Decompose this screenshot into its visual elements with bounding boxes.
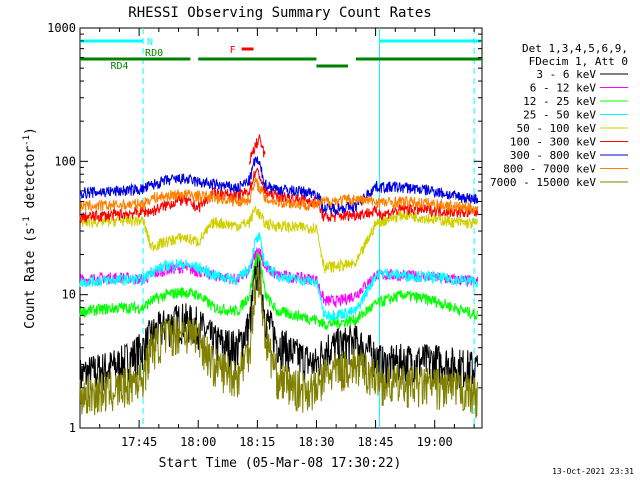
series-line-3: [79, 232, 479, 321]
legend-entry-label: 3 - 6 keV: [536, 68, 596, 81]
legend-entry-label: 7000 - 15000 keV: [490, 176, 596, 189]
y-tick-label: 100: [54, 154, 76, 168]
legend-entry-label: 12 - 25 keV: [523, 95, 596, 108]
y-axis-label: Count Rate (s-1 detector-1): [22, 127, 38, 329]
y-tick-label: 1000: [47, 21, 76, 35]
legend-entry-label: 300 - 800 keV: [510, 149, 596, 162]
mode-bar-label: RD0: [145, 48, 163, 59]
mode-bar-label: RD4: [110, 61, 128, 72]
plot-area: N F RD0 RD4: [79, 27, 483, 429]
y-axis: 1 10 100 1000: [47, 21, 482, 435]
x-tick-label: 18:00: [180, 435, 216, 449]
legend-entry-label: 25 - 50 keV: [523, 109, 596, 122]
series-line-4: [79, 205, 479, 274]
series-line-8: [79, 267, 479, 419]
series-line-5: [79, 167, 479, 224]
mode-bar-label: N: [147, 37, 153, 48]
x-tick-label: 19:00: [417, 435, 453, 449]
series-line-9: [249, 134, 266, 165]
legend-entry-label: 800 - 7000 keV: [503, 163, 596, 176]
x-axis-label: Start Time (05-Mar-08 17:30:22): [159, 456, 402, 471]
legend-entry-label: 6 - 12 keV: [530, 82, 597, 95]
series-line-6: [79, 156, 479, 216]
series-line-7: [79, 177, 479, 215]
x-tick-label: 17:45: [121, 435, 157, 449]
legend-entry-label: 50 - 100 keV: [517, 122, 597, 135]
x-tick-label: 18:15: [239, 435, 275, 449]
mode-bar-label: F: [230, 45, 236, 56]
x-axis: 17:45 18:00 18:15 18:30 18:45 19:00: [99, 28, 475, 449]
legend-header-line-2: FDecim 1, Att 0: [529, 55, 628, 68]
x-tick-label: 18:45: [358, 435, 394, 449]
legend: Det 1,3,4,5,6,9, FDecim 1, Att 0 3 - 6 k…: [490, 42, 628, 189]
y-tick-label: 1: [69, 421, 76, 435]
chart-title: RHESSI Observing Summary Count Rates: [128, 5, 431, 21]
legend-entry-label: 100 - 300 keV: [510, 136, 596, 149]
x-tick-label: 18:30: [298, 435, 334, 449]
plot-frame: [79, 27, 483, 429]
footer-timestamp: 13-Oct-2021 23:31: [552, 467, 634, 476]
legend-header-line-1: Det 1,3,4,5,6,9,: [522, 42, 628, 55]
y-tick-label: 10: [62, 288, 76, 302]
series-line-2: [79, 251, 479, 331]
